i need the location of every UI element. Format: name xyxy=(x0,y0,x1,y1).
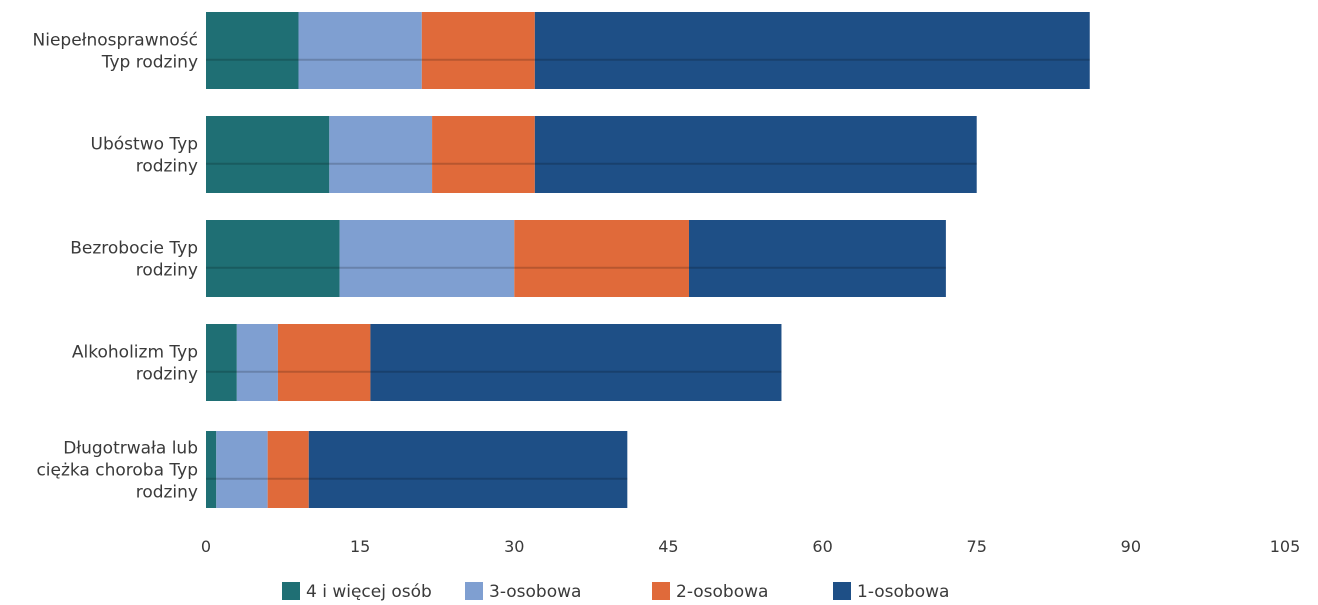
x-tick-label: 90 xyxy=(1121,537,1141,556)
bar-segment-1-0 xyxy=(206,116,330,193)
x-axis-ticks: 0 15 30 45 60 75 90 105 xyxy=(201,537,1300,556)
bar-segment-2-1 xyxy=(339,220,515,297)
legend-swatch xyxy=(652,582,670,600)
x-tick-label: 0 xyxy=(201,537,211,556)
category-label: rodziny xyxy=(136,483,198,503)
bar-segment-0-2 xyxy=(421,12,535,89)
category-label: rodziny xyxy=(136,261,198,281)
legend: 4 i więcej osób 3-osobowa 2-osobowa 1-osobo… xyxy=(282,582,949,602)
category-label: Bezrobocie Typ xyxy=(70,239,198,259)
bar-segment-2-0 xyxy=(206,220,340,297)
legend-label: 4 i więcej osób xyxy=(306,582,432,602)
bar-segment-2-2 xyxy=(514,220,689,297)
category-label: Długotrwała lub xyxy=(63,439,198,459)
bar-segment-4-3 xyxy=(308,431,628,508)
bar-segment-3-2 xyxy=(277,324,371,401)
category-label: Niepełnosprawność xyxy=(33,31,199,51)
legend-label: 1-osobowa xyxy=(857,582,949,602)
x-tick-label: 45 xyxy=(658,537,678,556)
x-tick-label: 105 xyxy=(1270,537,1301,556)
bar-segment-0-0 xyxy=(206,12,299,89)
bars-layer xyxy=(206,12,1090,508)
category-label: Typ rodziny xyxy=(101,53,198,73)
legend-swatch xyxy=(833,582,851,600)
legend-swatch xyxy=(282,582,300,600)
bar-segment-3-0 xyxy=(206,324,237,401)
bar-segment-1-3 xyxy=(534,116,977,193)
bar-segment-3-3 xyxy=(370,324,782,401)
bar-segment-4-2 xyxy=(267,431,309,508)
x-tick-label: 30 xyxy=(504,537,524,556)
legend-label: 3-osobowa xyxy=(489,582,581,602)
category-label: rodziny xyxy=(136,365,198,385)
bar-segment-2-3 xyxy=(688,220,946,297)
category-label: Ubóstwo Typ xyxy=(91,135,198,155)
bar-segment-0-1 xyxy=(298,12,422,89)
category-label: ciężka choroba Typ xyxy=(36,461,198,481)
bar-segment-0-3 xyxy=(534,12,1090,89)
bar-segment-4-0 xyxy=(206,431,217,508)
legend-label: 2-osobowa xyxy=(676,582,768,602)
x-tick-label: 75 xyxy=(967,537,987,556)
x-tick-label: 15 xyxy=(350,537,370,556)
bar-segment-1-2 xyxy=(432,116,535,193)
bar-segment-4-1 xyxy=(216,431,268,508)
legend-swatch xyxy=(465,582,483,600)
x-tick-label: 60 xyxy=(812,537,832,556)
category-label: rodziny xyxy=(136,157,198,177)
bar-segment-1-1 xyxy=(329,116,433,193)
category-label: Alkoholizm Typ xyxy=(72,343,198,363)
bar-segment-3-1 xyxy=(236,324,278,401)
